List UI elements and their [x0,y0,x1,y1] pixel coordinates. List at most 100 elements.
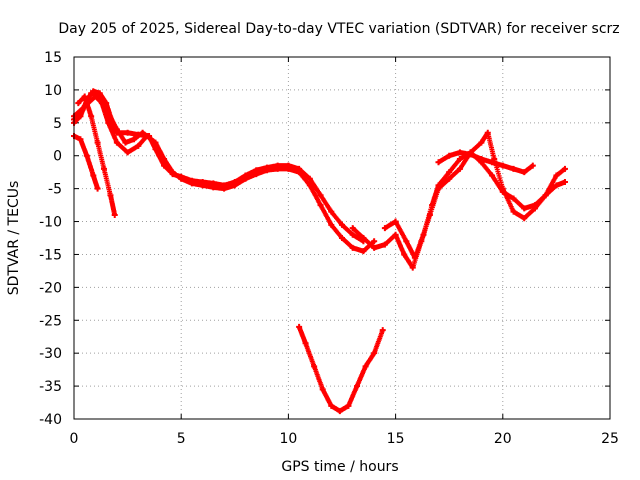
data-point [561,165,568,172]
data-point [339,221,345,228]
x-tick-label: 0 [70,431,79,447]
data-point [285,165,292,172]
series-trail [71,88,366,244]
data-point [381,225,388,232]
series-trace-9 [435,149,536,176]
data-point [156,152,163,159]
data-point [371,350,378,357]
data-point [446,152,453,159]
data-point [362,363,369,370]
data-point [302,340,309,347]
data-point [553,182,560,189]
data-point [510,195,517,202]
data-point [411,254,418,261]
data-point [253,171,260,178]
data-point [435,159,442,166]
data-point [178,175,185,182]
data-point [148,136,155,143]
data-point [113,139,120,146]
data-point [79,106,86,113]
y-tick-label: -15 [39,247,62,263]
data-point [446,175,453,182]
data-point [489,172,496,179]
data-point [403,238,410,245]
data-point [420,231,427,238]
y-tick-label: -20 [39,280,62,296]
y-tick-label: 5 [53,116,62,132]
data-point [317,202,324,209]
data-point [478,156,485,163]
series-trail [296,324,386,414]
data-point [135,142,142,149]
data-point [311,363,318,370]
data-point [83,152,90,159]
data-point [88,113,95,120]
data-point [489,159,496,166]
data-point [101,165,108,172]
data-point [122,139,129,146]
data-point [446,169,453,176]
y-tick-label: -40 [39,412,62,428]
data-point [107,192,114,199]
data-point [169,169,176,176]
data-point [349,225,356,232]
data-point [371,244,378,251]
data-point [139,129,146,136]
data-point [401,251,408,258]
data-point [296,169,303,176]
data-point [96,93,103,100]
data-point [499,188,506,195]
data-points [71,88,568,415]
data-point [409,264,416,271]
data-point [124,149,131,156]
data-point [478,139,485,146]
data-point [467,151,474,158]
data-point [429,202,436,209]
data-point [510,165,517,172]
y-tick-label: -10 [39,215,62,231]
data-point [328,402,335,409]
data-point [392,231,399,238]
data-point [328,221,335,228]
y-tick-label: 15 [44,50,62,66]
data-point [521,215,528,222]
data-point [521,205,528,212]
data-point [349,244,356,251]
data-point [124,129,131,136]
data-point [77,136,84,143]
series-trace-2 [71,93,378,255]
data-point [553,172,560,179]
x-tick-label: 25 [601,431,619,447]
data-point [161,156,168,163]
data-point [328,208,335,215]
x-tick-label: 5 [177,431,186,447]
data-point [210,184,217,191]
data-point [263,167,270,174]
data-point [94,185,101,192]
series-trace-1 [71,88,367,245]
data-point [336,408,343,415]
data-point [345,402,352,409]
x-tick-label: 15 [387,431,405,447]
series-trail [71,94,377,254]
x-tick-label: 20 [494,431,512,447]
data-point [306,182,313,189]
data-point [94,139,101,146]
data-point [221,185,228,192]
series-trace-6 [296,323,386,415]
data-point [456,165,463,172]
data-point [339,235,345,241]
data-point [456,149,463,156]
data-point [81,93,88,100]
data-point [371,238,378,245]
data-point [111,211,118,218]
x-tick-label: 10 [279,431,297,447]
data-point [499,162,506,169]
y-tick-label: 10 [44,83,62,99]
ticks: 0 5 10 15 20 25 -40 -35 -30 -25 -20 -15 -10 -5 0 5 10 15 [39,50,619,447]
chart-title: Day 205 of 2025, Sidereal Day-to-day VTE… [58,21,619,37]
data-point [242,175,249,182]
x-axis-label: GPS time / hours [281,459,398,475]
y-tick-label: -5 [48,182,62,198]
